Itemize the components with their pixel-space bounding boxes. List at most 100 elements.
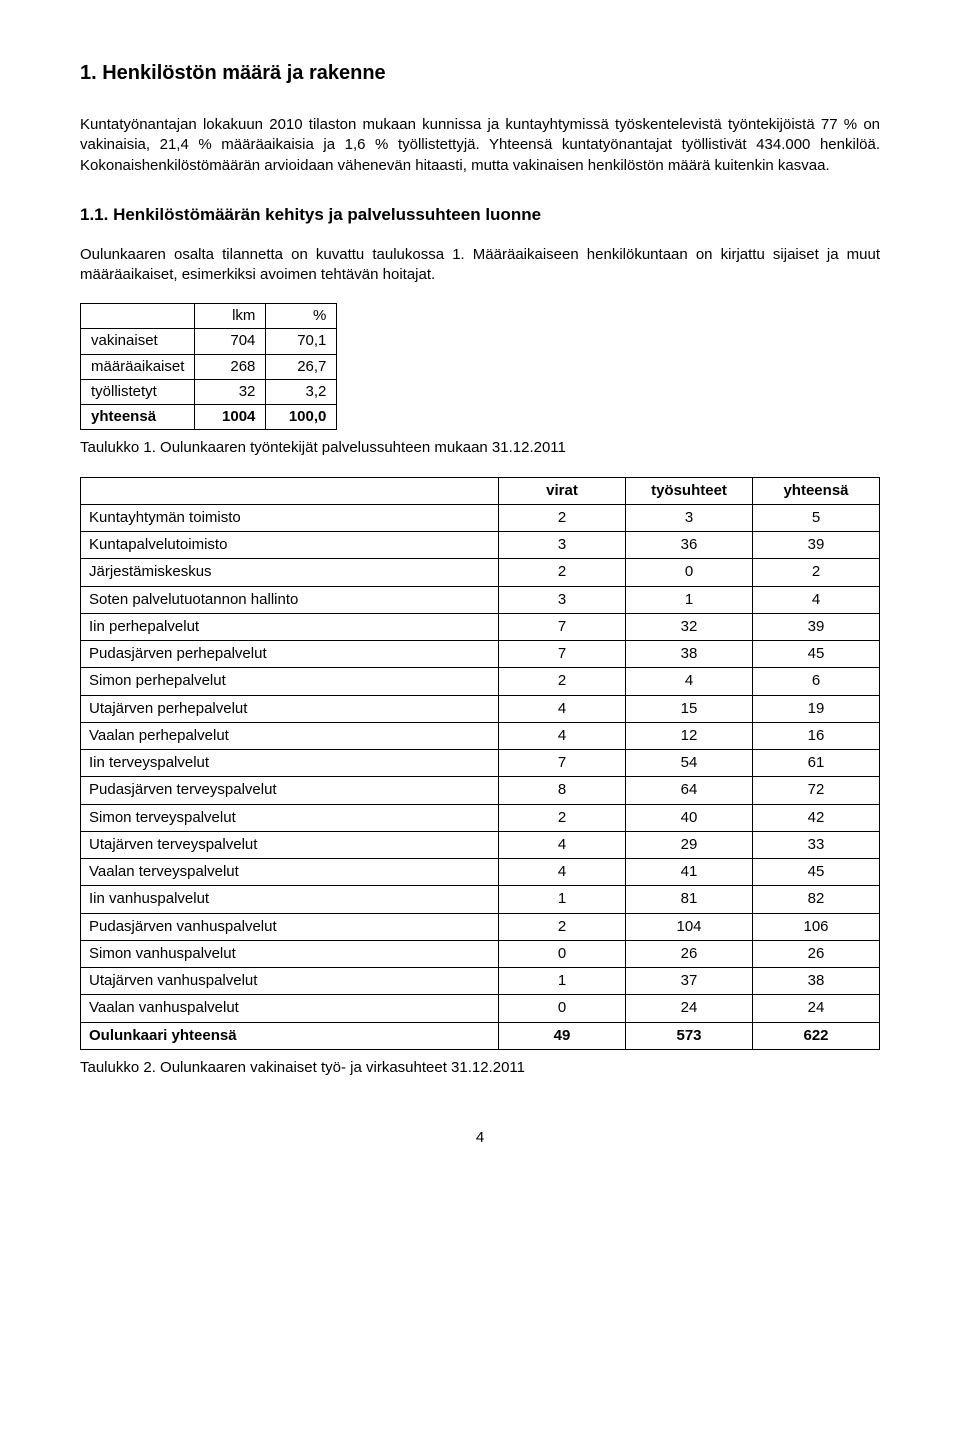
table-cell-tyosuhteet: 29 <box>626 831 753 858</box>
table-cell-yhteensa: 2 <box>753 559 880 586</box>
table-cell-virat: 7 <box>499 613 626 640</box>
table-cell-yhteensa: 45 <box>753 859 880 886</box>
table-cell-pct: 100,0 <box>266 405 337 430</box>
table-cell-yhteensa: 106 <box>753 913 880 940</box>
table-cell-pct: 3,2 <box>266 379 337 404</box>
table-row: Pudasjärven perhepalvelut73845 <box>81 641 880 668</box>
table-2-header-empty <box>81 477 499 504</box>
table-cell-virat: 2 <box>499 504 626 531</box>
table-cell-label: Soten palvelutuotannon hallinto <box>81 586 499 613</box>
table-row: yhteensä1004100,0 <box>81 405 337 430</box>
table-cell-label: Simon terveyspalvelut <box>81 804 499 831</box>
table-cell-label: Simon perhepalvelut <box>81 668 499 695</box>
table-cell-label: Pudasjärven perhepalvelut <box>81 641 499 668</box>
table-cell-yhteensa: 82 <box>753 886 880 913</box>
table-cell-virat: 1 <box>499 968 626 995</box>
table-cell-label: Vaalan terveyspalvelut <box>81 859 499 886</box>
table-cell-yhteensa: 33 <box>753 831 880 858</box>
table-cell-virat: 3 <box>499 586 626 613</box>
table-cell-pct: 26,7 <box>266 354 337 379</box>
table-cell-yhteensa: 39 <box>753 613 880 640</box>
table-2-caption: Taulukko 2. Oulunkaaren vakinaiset työ- … <box>80 1058 880 1078</box>
table-cell-lkm: 268 <box>195 354 266 379</box>
table-cell-yhteensa: 39 <box>753 532 880 559</box>
table-row: työllistetyt323,2 <box>81 379 337 404</box>
table-row: Simon terveyspalvelut24042 <box>81 804 880 831</box>
table-cell-label: Iin vanhuspalvelut <box>81 886 499 913</box>
table-cell-virat: 1 <box>499 886 626 913</box>
subsection-title: 1.1. Henkilöstömäärän kehitys ja palvelu… <box>80 204 880 227</box>
table-cell-virat: 4 <box>499 859 626 886</box>
table-cell-yhteensa: 61 <box>753 750 880 777</box>
table-row: Oulunkaari yhteensä49573622 <box>81 1022 880 1049</box>
table-cell-yhteensa: 4 <box>753 586 880 613</box>
table-row: Iin perhepalvelut73239 <box>81 613 880 640</box>
table-cell-virat: 8 <box>499 777 626 804</box>
table-cell-label: Järjestämiskeskus <box>81 559 499 586</box>
table-cell-lkm: 32 <box>195 379 266 404</box>
table-row: Iin vanhuspalvelut18182 <box>81 886 880 913</box>
table-2-header-tyosuhteet: työsuhteet <box>626 477 753 504</box>
table-cell-yhteensa: 45 <box>753 641 880 668</box>
table-cell-virat: 49 <box>499 1022 626 1049</box>
table-cell-label: Pudasjärven vanhuspalvelut <box>81 913 499 940</box>
table-cell-label: yhteensä <box>81 405 195 430</box>
table-cell-tyosuhteet: 24 <box>626 995 753 1022</box>
table-cell-label: Iin perhepalvelut <box>81 613 499 640</box>
table-cell-virat: 0 <box>499 995 626 1022</box>
table-cell-yhteensa: 38 <box>753 968 880 995</box>
table-row: Vaalan perhepalvelut41216 <box>81 722 880 749</box>
table-cell-yhteensa: 72 <box>753 777 880 804</box>
table-2-header-virat: virat <box>499 477 626 504</box>
table-row: Utajärven vanhuspalvelut13738 <box>81 968 880 995</box>
table-cell-virat: 4 <box>499 722 626 749</box>
table-cell-yhteensa: 5 <box>753 504 880 531</box>
table-row: Kuntapalvelutoimisto33639 <box>81 532 880 559</box>
table-1-header-empty <box>81 304 195 329</box>
table-cell-yhteensa: 24 <box>753 995 880 1022</box>
table-cell-label: Oulunkaari yhteensä <box>81 1022 499 1049</box>
table-cell-virat: 0 <box>499 940 626 967</box>
table-cell-virat: 3 <box>499 532 626 559</box>
table-row: Vaalan terveyspalvelut44145 <box>81 859 880 886</box>
table-row: Simon vanhuspalvelut02626 <box>81 940 880 967</box>
table-cell-virat: 2 <box>499 559 626 586</box>
table-cell-tyosuhteet: 1 <box>626 586 753 613</box>
table-cell-tyosuhteet: 104 <box>626 913 753 940</box>
table-row: Vaalan vanhuspalvelut02424 <box>81 995 880 1022</box>
table-2: virat työsuhteet yhteensä Kuntayhtymän t… <box>80 477 880 1050</box>
table-cell-tyosuhteet: 15 <box>626 695 753 722</box>
table-cell-virat: 7 <box>499 750 626 777</box>
page-number: 4 <box>80 1128 880 1148</box>
section-paragraph-1: Kuntatyönantajan lokakuun 2010 tilaston … <box>80 115 880 176</box>
table-row: Pudasjärven terveyspalvelut86472 <box>81 777 880 804</box>
table-row: Järjestämiskeskus202 <box>81 559 880 586</box>
table-cell-label: Kuntapalvelutoimisto <box>81 532 499 559</box>
table-cell-yhteensa: 16 <box>753 722 880 749</box>
table-cell-virat: 4 <box>499 695 626 722</box>
table-1-header-pct: % <box>266 304 337 329</box>
table-cell-tyosuhteet: 41 <box>626 859 753 886</box>
table-1-header-lkm: lkm <box>195 304 266 329</box>
table-1-header-row: lkm % <box>81 304 337 329</box>
section-title: 1. Henkilöstön määrä ja rakenne <box>80 60 880 87</box>
table-row: Utajärven terveyspalvelut42933 <box>81 831 880 858</box>
table-cell-yhteensa: 19 <box>753 695 880 722</box>
table-cell-label: Iin terveyspalvelut <box>81 750 499 777</box>
table-cell-label: Vaalan perhepalvelut <box>81 722 499 749</box>
table-1: lkm % vakinaiset70470,1määräaikaiset2682… <box>80 303 337 430</box>
table-row: määräaikaiset26826,7 <box>81 354 337 379</box>
table-cell-tyosuhteet: 573 <box>626 1022 753 1049</box>
table-cell-tyosuhteet: 3 <box>626 504 753 531</box>
table-cell-lkm: 1004 <box>195 405 266 430</box>
table-cell-label: työllistetyt <box>81 379 195 404</box>
subsection-paragraph-1: Oulunkaaren osalta tilannetta on kuvattu… <box>80 245 880 286</box>
table-cell-tyosuhteet: 54 <box>626 750 753 777</box>
table-cell-label: Vaalan vanhuspalvelut <box>81 995 499 1022</box>
table-cell-tyosuhteet: 12 <box>626 722 753 749</box>
table-row: Utajärven perhepalvelut41519 <box>81 695 880 722</box>
table-cell-yhteensa: 26 <box>753 940 880 967</box>
table-cell-label: Kuntayhtymän toimisto <box>81 504 499 531</box>
table-cell-virat: 2 <box>499 804 626 831</box>
table-cell-tyosuhteet: 40 <box>626 804 753 831</box>
